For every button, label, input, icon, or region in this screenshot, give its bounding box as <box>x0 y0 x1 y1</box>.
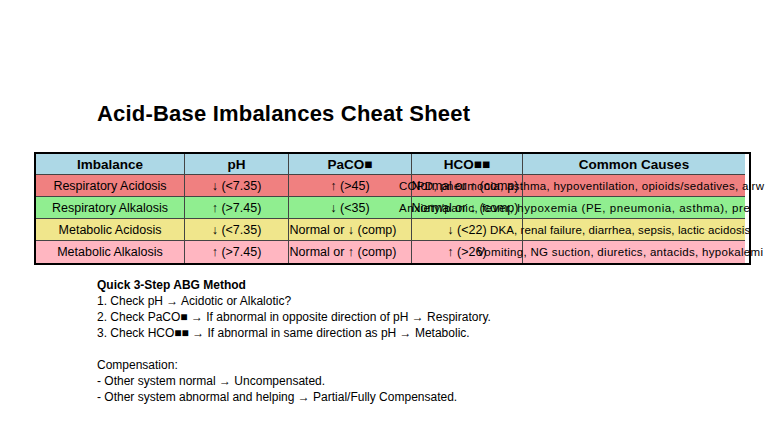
cell-causes-metabolic-acidosis <box>523 219 745 241</box>
compensation-item-2: - Other system abnormal and helping → Pa… <box>97 389 491 405</box>
abg-method-title: Quick 3-Step ABG Method <box>97 277 491 293</box>
cell-paco2-metabolic-alkalosis <box>289 241 412 263</box>
cell-hco3-respiratory-acidosis <box>412 175 523 197</box>
cell-causes-respiratory-acidosis <box>523 175 745 197</box>
col-header-common-causes: Common Causes <box>523 154 745 175</box>
cell-hco3-metabolic-acidosis: ↓ (<22) <box>412 219 523 241</box>
page-title: Acid-Base Imbalances Cheat Sheet <box>97 101 470 127</box>
cell-imbalance-metabolic-alkalosis: Metabolic Alkalosis <box>36 241 185 263</box>
cell-paco2-metabolic-acidosis <box>289 219 412 241</box>
notes-block: Quick 3-Step ABG Method 1. Check pH → Ac… <box>97 277 491 405</box>
cell-paco2-respiratory-alkalosis: ↓ (<35) <box>289 197 412 219</box>
cell-hco3-respiratory-alkalosis <box>412 197 523 219</box>
abg-step-2: 2. Check PaCO■ → If abnormal in opposite… <box>97 309 491 325</box>
cell-ph-respiratory-acidosis: ↓ (<7.35) <box>185 175 289 197</box>
abg-step-3: 3. Check HCO■■ → If abnormal in same dir… <box>97 325 491 341</box>
notes-spacer <box>97 341 491 357</box>
cheat-sheet-page: Acid-Base Imbalances Cheat Sheet Imbalan… <box>0 0 784 441</box>
cell-hco3-metabolic-alkalosis: ↑ (>26) <box>412 241 523 263</box>
compensation-title: Compensation: <box>97 357 491 373</box>
cell-imbalance-respiratory-acidosis: Respiratory Acidosis <box>36 175 185 197</box>
col-header-ph: pH <box>185 154 289 175</box>
cell-ph-metabolic-alkalosis: ↑ (>7.45) <box>185 241 289 263</box>
cell-causes-metabolic-alkalosis <box>523 241 745 263</box>
cell-causes-respiratory-alkalosis <box>523 197 745 219</box>
abg-table: Imbalance pH PaCO■ HCO■■ Common Causes R… <box>34 152 751 265</box>
cell-imbalance-metabolic-acidosis: Metabolic Acidosis <box>36 219 185 241</box>
compensation-item-1: - Other system normal → Uncompensated. <box>97 373 491 389</box>
col-header-imbalance: Imbalance <box>36 154 185 175</box>
cell-ph-metabolic-acidosis: ↓ (<7.35) <box>185 219 289 241</box>
cell-imbalance-respiratory-alkalosis: Respiratory Alkalosis <box>36 197 185 219</box>
col-header-paco2: PaCO■ <box>289 154 412 175</box>
col-header-hco3: HCO■■ <box>412 154 523 175</box>
cell-ph-respiratory-alkalosis: ↑ (>7.45) <box>185 197 289 219</box>
abg-step-1: 1. Check pH → Acidotic or Alkalotic? <box>97 293 491 309</box>
cell-paco2-respiratory-acidosis: ↑ (>45) <box>289 175 412 197</box>
